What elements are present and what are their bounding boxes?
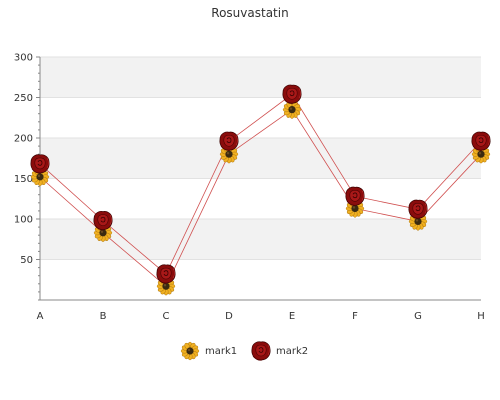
x-tick-label: A bbox=[37, 311, 44, 322]
point-mark2-G bbox=[408, 199, 428, 219]
legend: mark1 mark2 bbox=[180, 341, 308, 361]
grid-lines bbox=[40, 56, 481, 260]
grid-band bbox=[40, 219, 481, 260]
series-line-mark2 bbox=[39, 93, 482, 275]
grid-bands bbox=[40, 57, 481, 260]
x-tick-label: E bbox=[289, 311, 295, 322]
y-tick-label: 50 bbox=[20, 255, 33, 266]
x-tick-label: G bbox=[414, 311, 422, 322]
point-mark2-E bbox=[282, 84, 302, 104]
point-mark2-F bbox=[345, 186, 365, 206]
legend-item-mark1: mark1 bbox=[180, 341, 237, 361]
series-markers bbox=[30, 84, 491, 296]
point-mark2-H bbox=[471, 131, 491, 151]
point-mark2-B bbox=[93, 210, 113, 231]
chart-title: Rosuvastatin bbox=[211, 6, 288, 20]
x-tick-label: D bbox=[225, 311, 233, 322]
point-mark2-D bbox=[219, 131, 239, 151]
y-tick-label: 100 bbox=[14, 215, 33, 226]
point-mark2-C bbox=[156, 264, 176, 284]
x-tick-label: B bbox=[100, 311, 107, 322]
legend-item-mark2: mark2 bbox=[251, 341, 308, 361]
y-tick-label: 250 bbox=[14, 93, 33, 104]
legend-label-mark1: mark1 bbox=[205, 346, 237, 357]
series-lines bbox=[39, 93, 482, 287]
grid-band bbox=[40, 138, 481, 179]
series-line-mark1 bbox=[39, 109, 482, 287]
sunflower-icon bbox=[180, 341, 200, 361]
point-mark2-A bbox=[30, 154, 50, 174]
grid-band bbox=[40, 57, 481, 98]
y-tick-label: 200 bbox=[14, 134, 33, 145]
x-tick-label: C bbox=[163, 311, 170, 322]
x-tick-label: F bbox=[352, 311, 358, 322]
x-axis-ticks: A B C D E F G H bbox=[37, 311, 485, 322]
y-tick-label: 300 bbox=[14, 53, 33, 64]
x-tick-label: H bbox=[477, 311, 485, 322]
y-tick-label: 150 bbox=[14, 174, 33, 185]
y-axis-ticks: 50 100 150 200 250 300 bbox=[14, 53, 40, 301]
rose-icon bbox=[251, 341, 271, 361]
legend-label-mark2: mark2 bbox=[276, 346, 308, 357]
